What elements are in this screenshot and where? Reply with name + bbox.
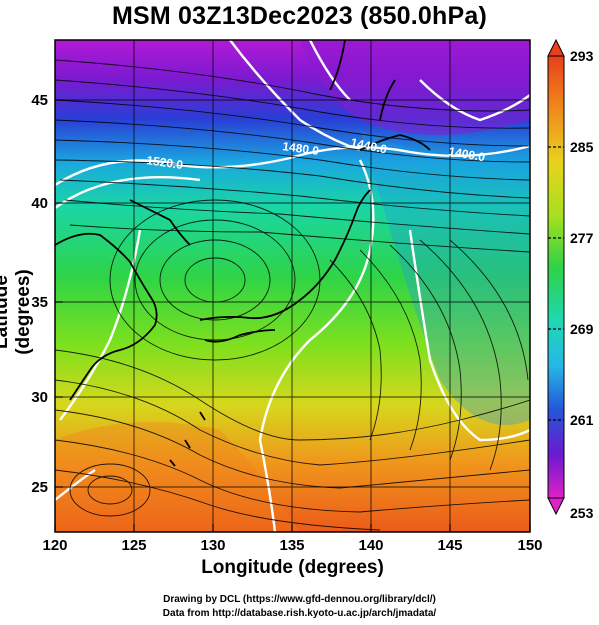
streamlines	[55, 59, 530, 531]
map-field: 1520.0 1480.0 1440.0 1400.0	[55, 40, 530, 532]
grid-lines	[55, 40, 530, 532]
colorbar-tick-261: 261	[570, 412, 594, 428]
x-tick-125: 125	[121, 537, 146, 554]
y-axis-label: Latitude (degrees)	[0, 269, 34, 355]
contour-label-1400: 1400.0	[447, 144, 486, 164]
y-tick-25: 25	[31, 479, 48, 496]
contour-label-1480: 1480.0	[282, 139, 321, 158]
x-tick-135: 135	[279, 537, 304, 554]
colorbar-tick-253: 253	[570, 505, 594, 521]
drawing-credit: Drawing by DCL (https://www.gfd-dennou.o…	[163, 594, 436, 605]
y-tick-40: 40	[31, 195, 48, 212]
x-axis-label: Longitude (degrees)	[201, 557, 384, 578]
x-tick-130: 130	[200, 537, 225, 554]
y-tick-45: 45	[31, 92, 48, 109]
data-credit: Data from http://database.rish.kyoto-u.a…	[162, 608, 437, 619]
colorbar-tick-293: 293	[570, 48, 594, 64]
y-tick-30: 30	[31, 389, 48, 406]
colorbar-tick-269: 269	[570, 321, 594, 337]
x-tick-150: 150	[517, 537, 542, 554]
contour-label-1520: 1520.0	[146, 153, 185, 172]
x-tick-140: 140	[358, 537, 383, 554]
colorbar-tick-285: 285	[570, 139, 594, 155]
page-title: MSM 03Z13Dec2023 (850.0hPa)	[111, 2, 488, 30]
colorbar	[547, 38, 565, 516]
height-contours	[55, 40, 530, 532]
x-tick-120: 120	[42, 537, 67, 554]
colorbar-tick-277: 277	[570, 230, 594, 246]
y-tick-35: 35	[31, 294, 48, 311]
coastlines	[55, 40, 431, 467]
x-tick-145: 145	[437, 537, 462, 554]
